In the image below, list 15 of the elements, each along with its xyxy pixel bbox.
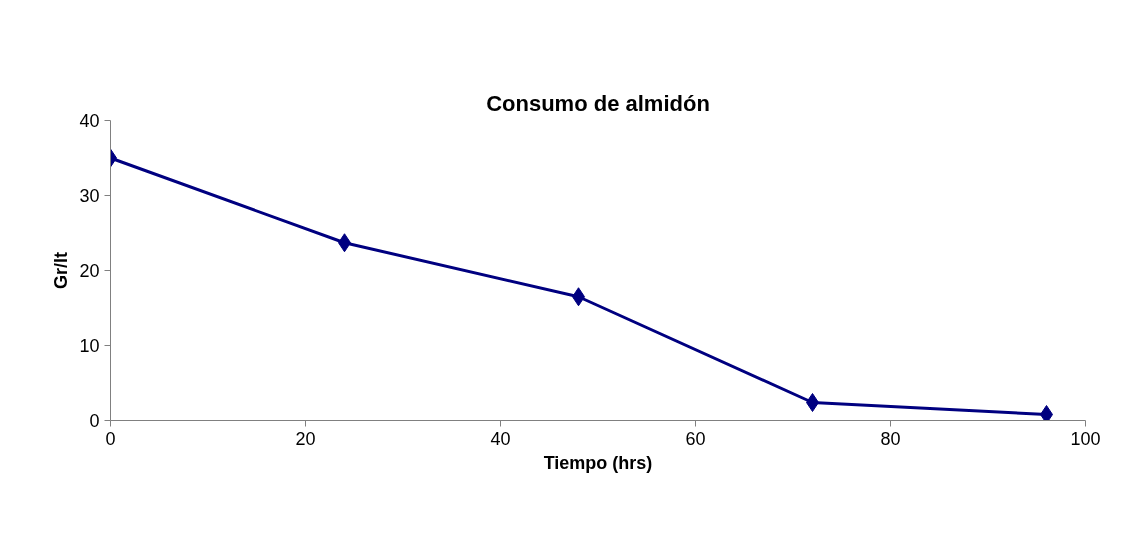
y-tick-label: 10 [79,336,100,356]
y-axis-title: Gr/lt [51,251,72,289]
x-tick-label: 100 [1070,428,1101,449]
x-tick-label: 20 [295,428,316,449]
y-tick-label: 30 [79,186,100,206]
y-tick-label: 20 [79,261,100,281]
x-axis-title: Tiempo (hrs) [543,452,653,473]
point [1040,405,1053,421]
x-tick-label: 60 [685,428,706,449]
y-tick-label: 0 [89,411,100,431]
x-tick-label: 80 [880,428,901,449]
x-tick-label: 0 [105,428,116,449]
chart-title: Consumo de almidón [486,90,710,116]
x-tick-label: 40 [490,428,511,449]
y-tick-label: 40 [79,111,100,131]
